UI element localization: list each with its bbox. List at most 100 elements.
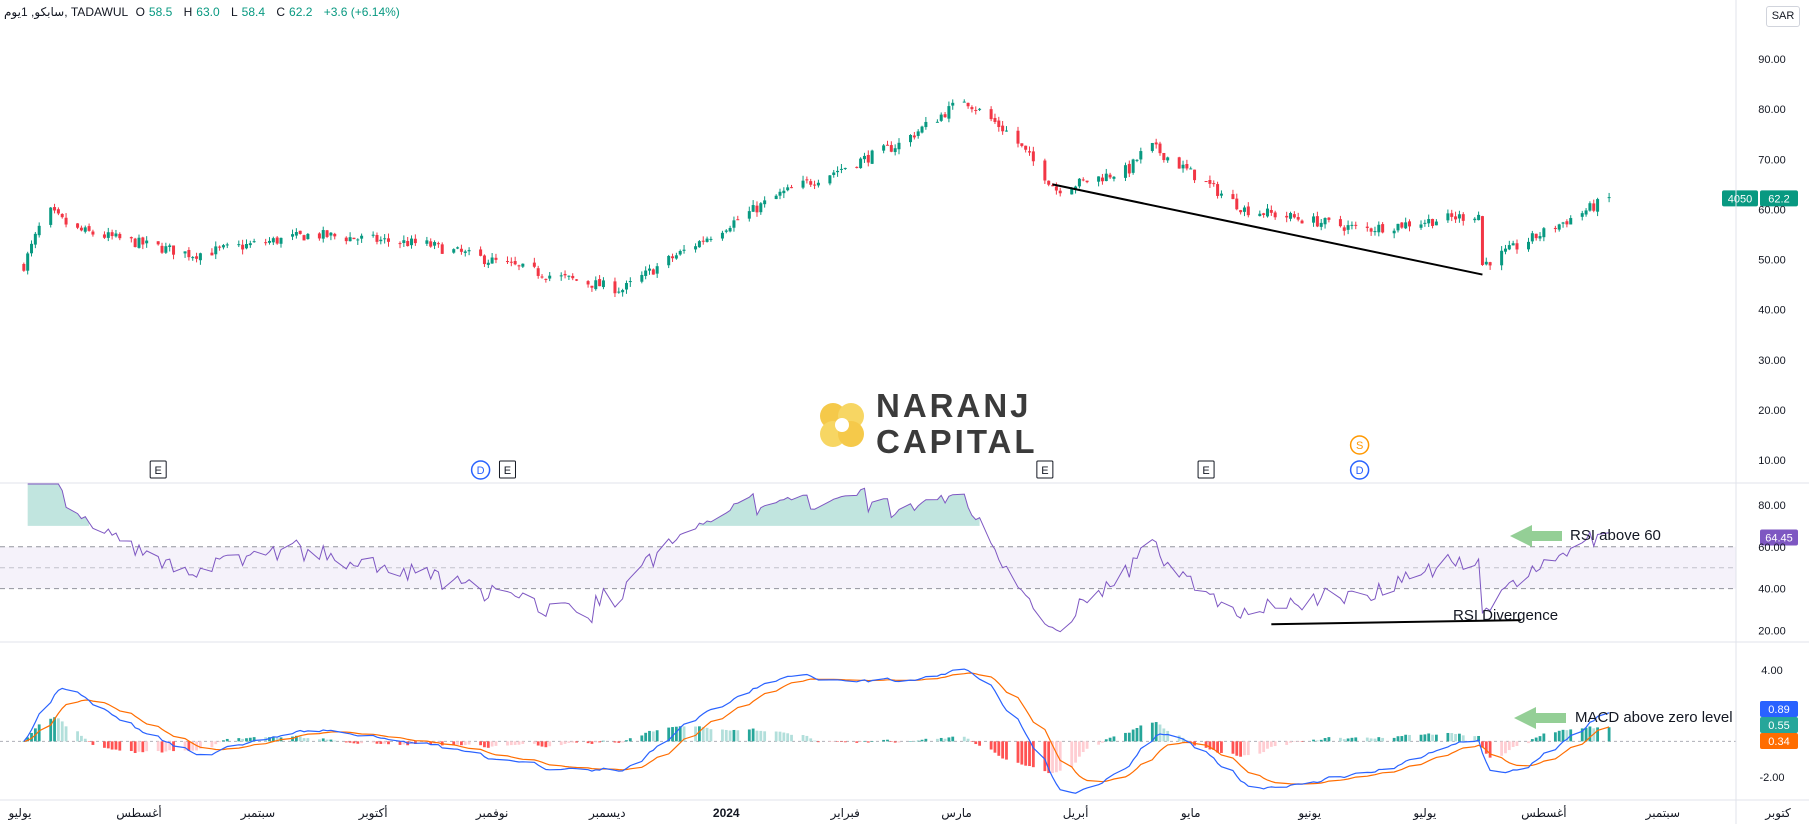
symbol-header[interactable]: سابكو, 1يوم, TADAWUL O 58.5 H 63.0 L 58.4 C…	[4, 5, 400, 19]
candle	[33, 231, 37, 249]
macd-histogram-bar	[1085, 741, 1089, 749]
candle-body	[513, 261, 517, 265]
candle	[912, 131, 916, 140]
macd-histogram-bar	[843, 741, 847, 743]
candle-body	[790, 187, 794, 189]
candle-body	[141, 237, 145, 245]
candle-body	[106, 232, 110, 238]
candle	[598, 275, 602, 287]
candle-body	[1392, 230, 1396, 234]
time-axis-label: أغسطس	[116, 805, 161, 821]
candle	[517, 264, 521, 271]
macd-histogram-bar	[1220, 741, 1223, 753]
candle-body	[1285, 215, 1289, 218]
macd-histogram-bar	[916, 740, 920, 742]
candle	[1511, 240, 1515, 246]
candle-body	[1258, 213, 1262, 217]
candle-body	[1016, 130, 1020, 144]
candle-body	[885, 144, 889, 146]
macd-histogram-bar	[22, 741, 26, 742]
candle-body	[118, 233, 122, 239]
macd-histogram-bar	[1074, 741, 1077, 763]
macd-histogram-bar	[521, 741, 525, 744]
candle	[916, 129, 920, 139]
event-marker-e: E	[1197, 460, 1215, 479]
candle-body	[325, 230, 329, 237]
candle	[433, 240, 437, 250]
candle	[1177, 156, 1181, 169]
macd-histogram-bar	[763, 731, 767, 742]
candle	[440, 242, 444, 254]
macd-histogram-bar	[1285, 741, 1289, 745]
macd-histogram-bar	[494, 741, 498, 746]
macd-histogram-bar	[1258, 741, 1262, 754]
candle	[264, 238, 268, 246]
candle-body	[187, 249, 191, 258]
price-pane: E D E E E D S 4050 62.2	[22, 99, 1798, 480]
candle-body	[594, 280, 598, 290]
candle	[786, 184, 790, 192]
macd-histogram-bar	[76, 731, 79, 742]
macd-histogram-bar	[356, 741, 360, 744]
macd-histogram-bar	[60, 721, 64, 742]
candle	[540, 274, 544, 279]
candle	[532, 257, 536, 269]
macd-histogram-bar	[1043, 741, 1047, 772]
symbol-name[interactable]: سابكو, 1يوم, TADAWUL	[4, 5, 129, 19]
macd-histogram-bar	[1392, 737, 1396, 742]
macd-histogram-bar	[774, 731, 778, 742]
candle	[601, 277, 605, 290]
candle	[1369, 227, 1373, 236]
currency-button[interactable]: SAR	[1766, 6, 1800, 27]
macd-histogram-bar	[321, 738, 325, 742]
candle-body	[321, 230, 325, 239]
candle-body	[406, 240, 410, 247]
candle-body	[241, 244, 245, 250]
candle-body	[91, 231, 95, 235]
macd-histogram-bar	[801, 735, 805, 742]
price-tick-label: 30.00	[1758, 355, 1786, 367]
price-tick-label: 90.00	[1758, 54, 1786, 66]
rsi-divergence-text: RSI Divergence	[1453, 607, 1558, 624]
price-tick-label: 40.00	[1758, 305, 1786, 317]
candle-body	[1511, 243, 1515, 246]
macd-histogram-bar	[805, 735, 809, 742]
candle	[1396, 223, 1400, 233]
candle	[56, 207, 60, 216]
time-axis-label: فبراير	[830, 806, 860, 821]
candle	[816, 179, 820, 188]
candle-body	[1419, 224, 1423, 228]
candle-body	[83, 227, 87, 232]
candle-body	[133, 238, 137, 248]
macd-histogram-bar	[816, 741, 820, 743]
candle-body	[1584, 210, 1588, 215]
candle	[1381, 222, 1385, 234]
macd-histogram-bar	[352, 741, 356, 744]
candle-body	[912, 135, 916, 138]
candle-body	[617, 291, 621, 293]
macd-histogram-bar	[532, 741, 536, 744]
candle	[1212, 180, 1216, 187]
candle	[1561, 221, 1565, 228]
macd-histogram-bar	[1507, 741, 1511, 751]
macd-value-box	[1760, 701, 1798, 717]
last-price-value-box	[1760, 190, 1798, 207]
candle-body	[993, 117, 997, 122]
macd-histogram-bar	[651, 731, 655, 742]
candle-body	[1112, 176, 1116, 179]
macd-histogram-bar	[490, 741, 494, 747]
candle-body	[244, 244, 248, 249]
candle	[920, 125, 924, 134]
macd-histogram-bar	[1373, 738, 1377, 742]
candle-body	[1423, 222, 1427, 224]
candle-body	[1097, 176, 1101, 182]
candle	[1565, 219, 1569, 228]
macd-histogram-bar	[567, 741, 571, 743]
candle	[241, 239, 245, 255]
macd-histogram-bar	[1216, 741, 1219, 753]
candle	[410, 235, 414, 249]
candle-body	[1166, 157, 1170, 161]
candle-body	[1569, 218, 1573, 225]
candle-body	[1557, 224, 1561, 230]
